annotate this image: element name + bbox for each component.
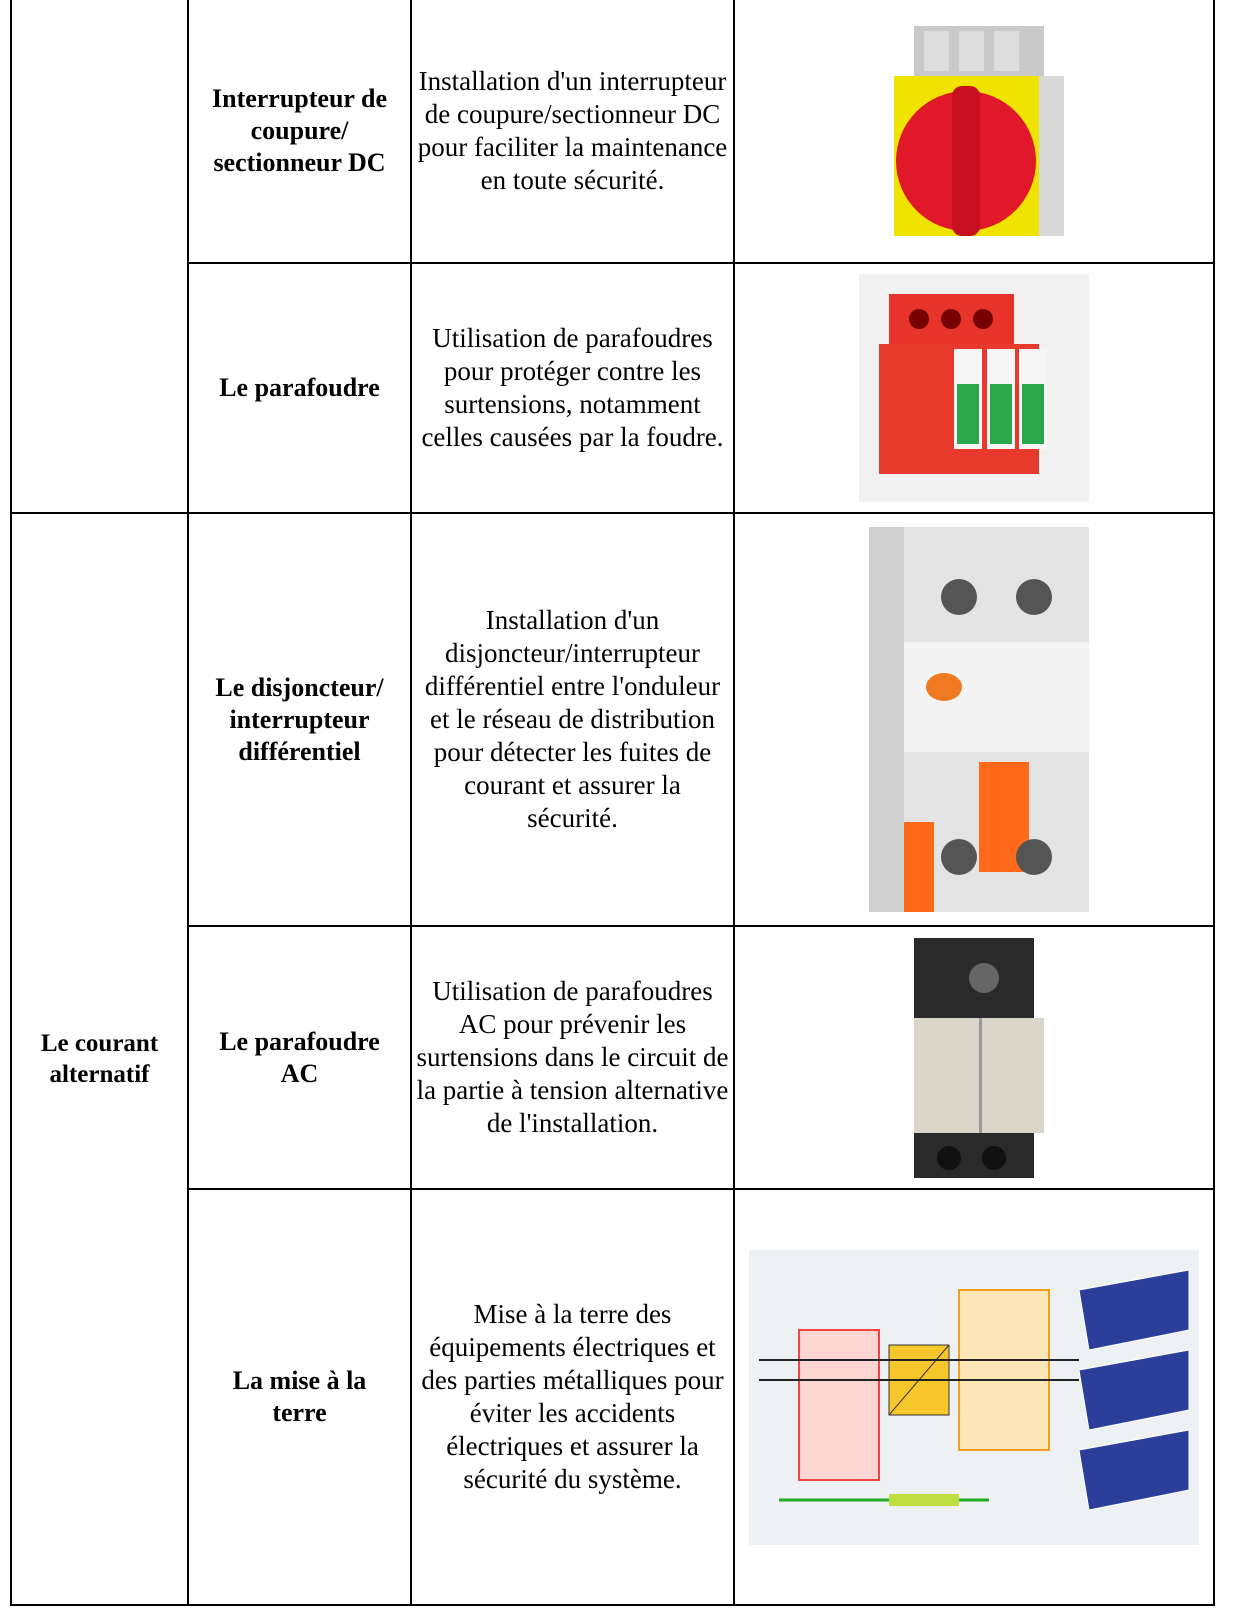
group-label: Le courant alternatif <box>10 512 189 1606</box>
row-description: Utilisation de parafoudres AC pour préve… <box>410 925 735 1190</box>
row-description: Mise à la terre des équipements électriq… <box>410 1188 735 1606</box>
row-description: Utilisation de parafoudres pour protéger… <box>410 262 735 514</box>
protection-table: Interrupteur de coupure/ sectionneur DC … <box>10 0 1215 1606</box>
empty-cell <box>10 0 189 514</box>
row: Le parafoudre Utilisation de parafoudres… <box>11 262 1215 514</box>
grounding-diagram <box>749 1249 1199 1545</box>
ac-surge-arrester-image <box>914 937 1044 1178</box>
row-description: Installation d'un interrupteur de coupur… <box>410 0 735 264</box>
image-cell <box>733 262 1215 514</box>
row: Le parafoudre AC Utilisation de parafoud… <box>11 925 1215 1190</box>
breaker-image <box>869 527 1089 912</box>
row: Le courant alternatif Le disjoncteur/ in… <box>10 512 1215 1606</box>
row-description: Installation d'un disjoncteur/interrupte… <box>410 512 735 927</box>
row-label: La mise à la terre <box>187 1188 412 1606</box>
image-cell <box>733 512 1215 927</box>
row-label: Le parafoudre <box>187 262 412 514</box>
switch-image <box>894 26 1064 236</box>
image-cell <box>733 1188 1215 1606</box>
row-label: Le disjoncteur/ interrupteur différentie… <box>187 512 412 927</box>
row-label: Le parafoudre AC <box>187 925 412 1190</box>
image-cell <box>733 0 1215 264</box>
image-cell <box>733 925 1215 1190</box>
row: La mise à la terre Mise à la terre des é… <box>11 1188 1215 1606</box>
row-label: Interrupteur de coupure/ sectionneur DC <box>187 0 412 264</box>
row: Interrupteur de coupure/ sectionneur DC … <box>10 0 1215 514</box>
surge-arrester-image <box>859 274 1089 502</box>
